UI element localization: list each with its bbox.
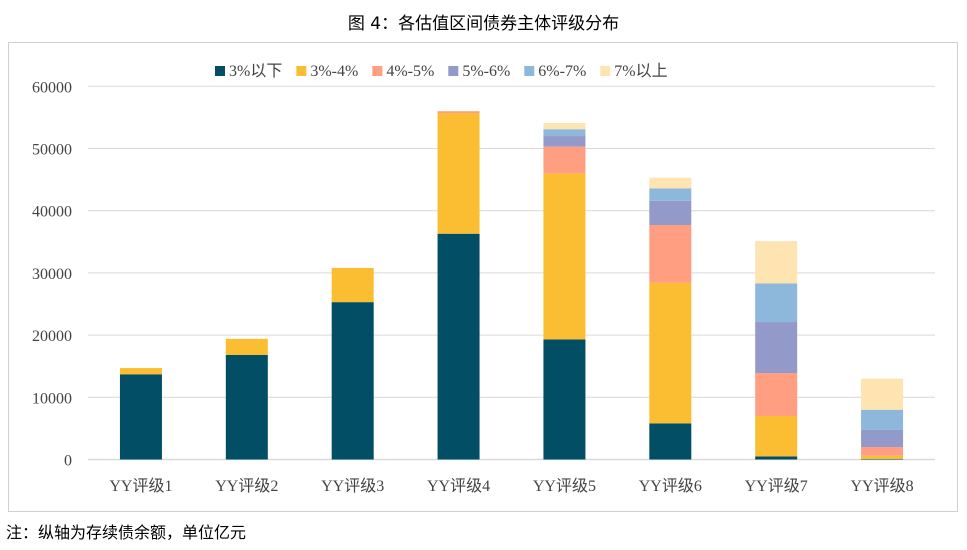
bar-segment <box>861 409 904 430</box>
bar-segment <box>543 136 586 147</box>
x-tick-label: YY评级1 <box>109 477 172 495</box>
bar-segment <box>543 129 586 137</box>
x-tick-label: YY评级8 <box>851 477 914 495</box>
y-tick-label: 0 <box>64 453 72 470</box>
bar-segment <box>755 373 798 416</box>
bar-segment <box>649 225 692 283</box>
legend-swatch <box>215 66 225 76</box>
bar-segment <box>649 423 692 460</box>
bar-segment <box>543 146 586 174</box>
legend-label: 3%-4% <box>310 63 358 80</box>
x-tick-label: YY评级2 <box>215 477 278 495</box>
legend-label: 5%-6% <box>462 63 510 80</box>
bar-segment <box>755 241 798 284</box>
bar-segment <box>649 282 692 424</box>
bar-segment <box>755 283 798 323</box>
legend-label: 6%-7% <box>538 63 586 80</box>
bar-segment <box>649 177 692 189</box>
bar-segment <box>543 122 586 130</box>
y-tick-label: 60000 <box>32 79 72 96</box>
x-tick-label: YY评级4 <box>427 477 490 495</box>
y-tick-label: 10000 <box>32 390 72 407</box>
bar-segment <box>649 188 692 201</box>
legend-swatch <box>524 66 535 76</box>
x-tick-label: YY评级5 <box>533 477 596 495</box>
y-tick-label: 50000 <box>32 142 72 159</box>
legend-swatch <box>372 66 383 76</box>
bar-segment <box>119 374 162 460</box>
bar-segment <box>861 429 904 448</box>
bar-segment <box>861 447 904 456</box>
bar-segment <box>437 233 480 460</box>
bar-segment <box>437 113 480 234</box>
bar-segment <box>331 302 374 460</box>
bar-segment <box>861 455 904 459</box>
bar-segment <box>225 338 268 356</box>
legend-label: 4%-5% <box>386 63 434 80</box>
y-tick-label: 20000 <box>32 328 72 345</box>
bar-segment <box>543 173 586 340</box>
bar-segment <box>755 456 798 460</box>
legend-swatch <box>296 66 307 76</box>
x-tick-label: YY评级6 <box>639 477 702 495</box>
x-tick-label: YY评级7 <box>745 477 808 495</box>
y-tick-label: 40000 <box>32 204 72 221</box>
x-tick-label: YY评级3 <box>321 477 384 495</box>
legend-label: 3%以下 <box>229 63 282 80</box>
y-tick-label: 30000 <box>32 266 72 283</box>
legend-swatch <box>448 66 459 76</box>
chart-note: 注：纵轴为存续债余额，单位亿元 <box>6 523 247 542</box>
legend-swatch <box>600 66 611 76</box>
chart-title: 图 4：各估值区间债券主体评级分布 <box>347 14 620 34</box>
bar-segment <box>861 458 904 460</box>
bar-segment <box>225 355 268 460</box>
bar-segment <box>755 415 798 457</box>
bar-segment <box>543 339 586 460</box>
bar-segment <box>437 111 480 114</box>
bar-segment <box>331 267 374 303</box>
bar-segment <box>861 378 904 410</box>
bar-segment <box>119 368 162 375</box>
chart-frame <box>8 42 958 512</box>
bar-segment <box>755 322 798 374</box>
bar-segment <box>649 200 692 226</box>
legend-label: 7%以上 <box>614 62 667 80</box>
